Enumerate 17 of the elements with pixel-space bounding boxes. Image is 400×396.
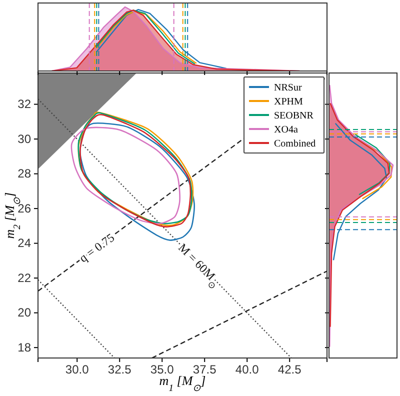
y-tick-label: 28	[18, 166, 32, 181]
legend-label: NRSur	[274, 82, 302, 94]
legend-label: XO4a	[274, 124, 298, 136]
legend-label: Combined	[274, 138, 316, 150]
annotation: q = 0.75	[76, 230, 117, 266]
y-tick-label: 18	[18, 340, 32, 354]
x-tick-label: 42.5	[278, 362, 302, 377]
x-tick-label: 32.5	[108, 362, 132, 377]
x-tick-label: 40.0	[235, 362, 260, 377]
y-tick-label: 20	[18, 306, 32, 320]
y-tick-label: 22	[18, 270, 32, 285]
y-tick-label: 24	[18, 236, 32, 250]
y-tick-label: 32	[18, 97, 32, 112]
x-tick-label: 30.0	[65, 362, 90, 377]
legend-label: XPHM	[274, 96, 304, 108]
y-tick-label: 30	[18, 132, 32, 146]
legend-label: SEOBNR	[274, 110, 314, 122]
